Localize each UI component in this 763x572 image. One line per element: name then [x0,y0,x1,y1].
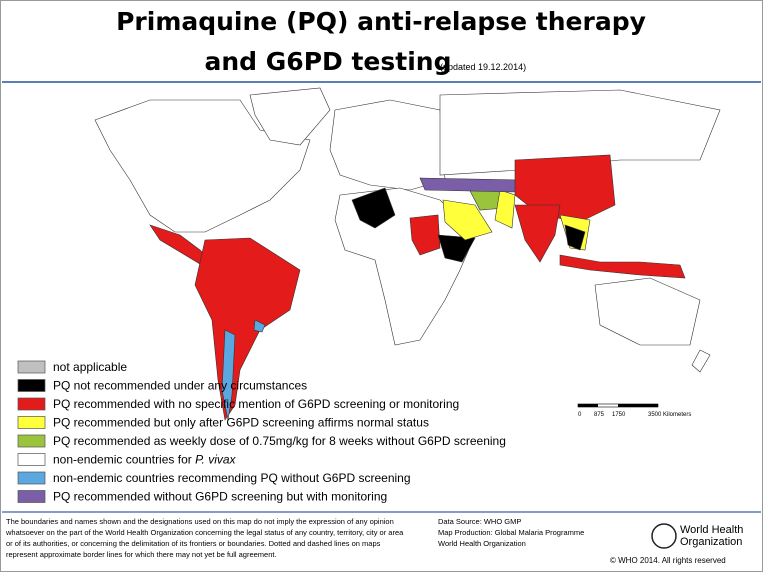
legend-label: PQ recommended without G6PD screening bu… [53,490,387,504]
north-america [94,99,311,233]
legend-swatch [17,360,46,374]
central-asia [419,177,521,193]
south-america [194,237,301,421]
indonesia [559,254,686,279]
disclaimer: The boundaries and names shown and the d… [6,517,394,526]
chile [221,329,236,421]
legend-label: PQ not recommended under any circumstanc… [53,379,307,393]
scale-label: 875 [594,412,605,418]
world-map [94,87,721,421]
legend-text: not applicable [53,360,127,374]
data-source: World Health Organization [438,539,526,548]
legend-text: PQ not recommended under any circumstanc… [53,379,307,393]
legend-label: PQ recommended with no specific mention … [53,397,459,411]
legend-label: non-endemic countries for P. vivax [53,453,237,467]
russia [439,89,721,176]
scale-bar-seg [578,404,598,407]
greenland [249,87,331,146]
pakistan [494,189,516,229]
data-source: Map Production: Global Malaria Programme [438,528,584,537]
copyright: © WHO 2014. All rights reserved [610,556,726,565]
cambodia [564,224,586,251]
legend-swatch [17,490,46,503]
algeria [351,187,396,229]
legend-text: PQ recommended with no specific mention … [53,397,459,411]
legend-label: not applicable [53,360,127,374]
title: Primaquine (PQ) anti-relapse therapy [116,7,646,36]
scale-label: 0 [578,412,582,418]
legend-label: non-endemic countries recommending PQ wi… [53,471,411,485]
legend-swatch [17,379,46,392]
legend-text: PQ recommended but only after G6PD scree… [53,416,429,430]
footer: World Health Organization © WHO 2014. Al… [5,517,743,565]
logo-text: World Health [680,524,743,536]
data-source: Data Source: WHO GMP [438,517,521,526]
legend-swatch [17,397,46,411]
legend-swatch [17,453,46,466]
disclaimer: or of its authorities, or concerning the… [6,539,381,548]
new-zealand [691,349,711,373]
disclaimer: whatsoever on the part of the World Heal… [5,528,404,537]
title: and G6PD testing [205,47,452,76]
legend-italic: P. vivax [195,453,236,467]
australia [594,277,701,346]
scale-bar-seg [618,404,658,407]
legend-swatch [17,416,46,429]
europe [329,99,446,191]
africa [334,187,476,346]
who-logo [651,523,677,549]
scale-bar: 0 875 1750 3500 Kilometers [577,403,691,418]
legend-label: PQ recommended but only after G6PD scree… [53,416,429,430]
legend-text: PQ recommended without G6PD screening bu… [53,490,387,504]
legend-swatch [17,471,46,485]
scale-label: 3500 Kilometers [648,412,691,418]
uruguay [253,319,266,333]
logo-text: Organization [680,536,742,548]
sudan [409,214,441,256]
arabia [442,199,493,241]
disclaimer: represent approximate border lines for w… [6,550,277,559]
scale-label: 1750 [612,412,626,418]
legend-text: PQ recommended as weekly dose of 0.75mg/… [53,434,506,448]
updated: (updated 19.12.2014) [440,62,526,72]
legend: not applicable PQ not recommended under a… [17,360,506,504]
india [514,204,561,263]
legend-label: PQ recommended as weekly dose of 0.75mg/… [53,434,506,448]
legend-text: non-endemic countries recommending PQ wi… [53,471,411,485]
legend-swatch [17,434,46,448]
legend-text: non-endemic countries for [53,453,195,467]
